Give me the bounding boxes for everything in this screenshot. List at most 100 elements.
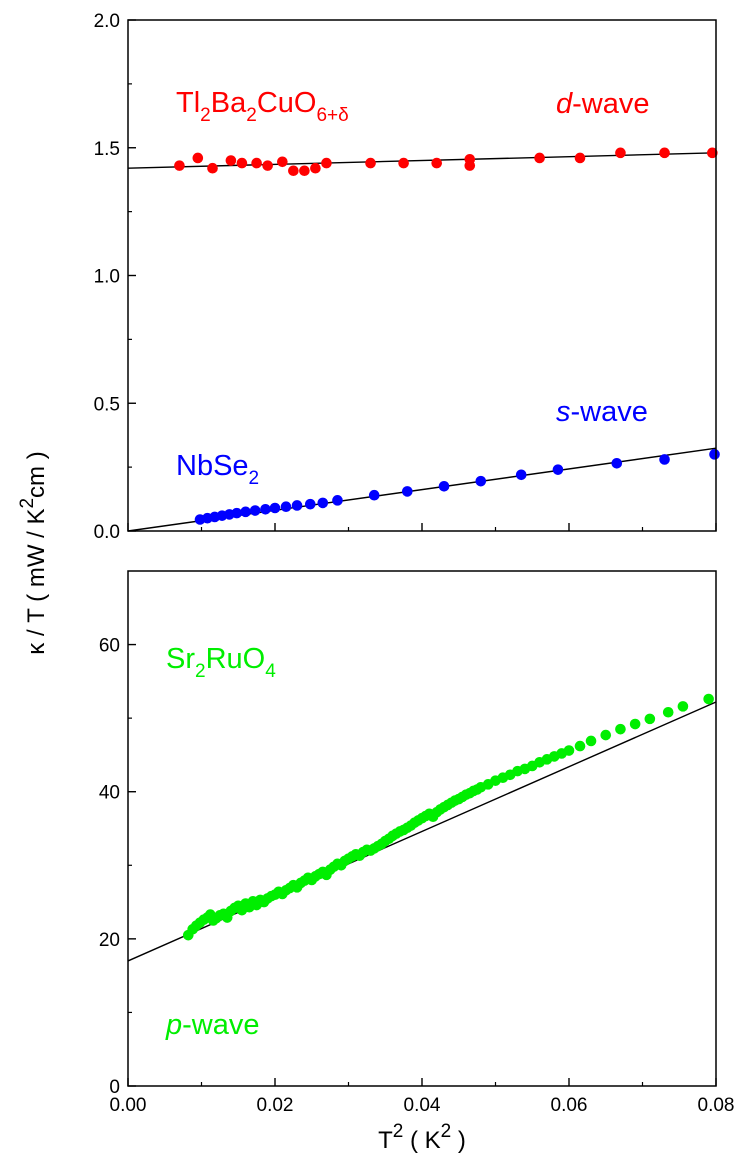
top-point-tl [207, 162, 218, 174]
bottom-point-sr [629, 718, 641, 730]
top-point-nb [249, 505, 261, 516]
sr-label: Sr2RuO4 [166, 643, 276, 682]
bottom-ticks: 0 20 40 60 0.00 0.02 0.04 0.06 0.08 [99, 636, 735, 1116]
top-ytick-label: 0.0 [94, 522, 120, 543]
top-point-nb [659, 454, 670, 465]
bottom-point-sr [703, 693, 714, 705]
x-tick-label: 0.02 [257, 1095, 294, 1116]
tl-mid2: CuO [257, 87, 317, 119]
top-ticks: 0.0 0.5 1.0 1.5 2.0 [94, 11, 717, 543]
top-point-tl [398, 157, 409, 169]
p-rest: -wave [182, 1009, 259, 1041]
s-italic: s [556, 396, 571, 428]
d-italic: d [556, 88, 573, 120]
top-point-tl [299, 165, 310, 177]
x-tick-label: 0.08 [698, 1095, 735, 1116]
top-point-nb [280, 501, 292, 513]
bottom-point-sr [677, 701, 689, 712]
top-point-tl [251, 157, 262, 169]
top-plot-area [127, 147, 720, 532]
bottom-panel: 0 20 40 60 0.00 0.02 0.04 0.06 0.08 Sr2RuO4 p-wa… [99, 570, 735, 1116]
top-point-tl [365, 157, 376, 169]
tl-sub3: 6+δ [316, 105, 348, 126]
bottom-point-sr [662, 706, 674, 718]
top-point-nb [402, 486, 413, 497]
x-tick-label: 0.06 [551, 1095, 588, 1116]
xlabel-end: ) [451, 1127, 466, 1154]
p-wave-label: p-wave [165, 1009, 260, 1041]
d-wave-label: d-wave [556, 88, 650, 120]
bottom-ytick-label: 0 [109, 1077, 120, 1098]
top-point-tl [615, 147, 626, 159]
top-point-nb [317, 497, 329, 509]
top-point-tl [574, 152, 586, 164]
top-point-nb [438, 480, 450, 492]
top-point-tl [225, 155, 237, 166]
bottom-ytick-label: 60 [99, 636, 120, 657]
top-point-nb [709, 449, 720, 460]
tl-mid: Ba [211, 87, 247, 119]
top-point-nb [332, 495, 343, 506]
bottom-point-sr [644, 713, 656, 725]
top-point-tl [277, 156, 288, 168]
top-ytick-label: 1.0 [94, 267, 120, 288]
sr-main: Sr [166, 643, 195, 675]
bottom-point-sr [615, 723, 626, 735]
top-panel: 0.00.51.01.52.0 Tl2Ba2CuO6+δ d-wave NbSe… [94, 11, 720, 543]
x-axis-title: T2 ( K2 ) [378, 1121, 466, 1154]
top-point-tl [534, 152, 545, 164]
top-point-nb [611, 457, 623, 469]
top-point-nb [240, 506, 251, 518]
sr-sub2: 4 [265, 661, 276, 682]
bottom-point-sr [600, 729, 612, 741]
nb-label: NbSe2 [176, 450, 259, 489]
top-point-tl [310, 162, 321, 174]
xlabel-rest: ( K [403, 1127, 440, 1154]
top-ytick-label: 1.5 [94, 139, 120, 160]
top-point-tl [236, 157, 248, 169]
top-ytick-label: 0.5 [94, 394, 120, 415]
bottom-point-sr [563, 745, 575, 756]
top-point-tl [659, 147, 670, 159]
top-point-tl [321, 157, 332, 169]
top-point-nb [260, 503, 271, 515]
sr-sub1: 2 [195, 661, 206, 682]
top-point-nb [291, 500, 303, 511]
bottom-point-sr [574, 740, 586, 752]
top-point-tl [464, 160, 476, 171]
sr-mid: RuO [206, 643, 266, 675]
ylabel-main: κ / T ( mW / K [23, 509, 50, 655]
top-point-tl [288, 165, 299, 177]
top-point-tl [192, 152, 204, 164]
top-data-points [174, 147, 720, 525]
top-point-tl [431, 157, 443, 169]
xlabel-main: T [378, 1127, 393, 1154]
xlabel-sup2: 2 [441, 1121, 452, 1142]
s-rest: -wave [571, 396, 648, 428]
tl-sub1: 2 [200, 105, 211, 126]
x-tick-label: 0.00 [110, 1095, 147, 1116]
top-point-nb [231, 507, 243, 519]
top-point-nb [269, 502, 281, 514]
x-tick-label: 0.04 [404, 1095, 441, 1116]
tl-main: Tl [176, 87, 200, 119]
y-axis-title: κ / T ( mW / K2cm ) [17, 451, 50, 654]
ylabel-end: cm ) [23, 451, 50, 498]
top-point-nb [475, 475, 487, 487]
nb-main: NbSe [176, 450, 249, 482]
top-point-tl [707, 147, 718, 159]
bottom-plot-area [127, 693, 717, 962]
bottom-ytick-label: 40 [99, 783, 120, 804]
bottom-point-sr [585, 735, 597, 747]
p-italic: p [165, 1009, 182, 1041]
bottom-ytick-label: 20 [99, 930, 120, 951]
tl-label: Tl2Ba2CuO6+δ [176, 87, 349, 126]
top-point-nb [368, 489, 380, 501]
bottom-data-points [182, 693, 714, 941]
top-point-nb [515, 469, 527, 481]
top-point-tl [262, 160, 273, 171]
xlabel-sup: 2 [393, 1121, 404, 1142]
top-point-nb [552, 464, 564, 475]
d-rest: -wave [572, 88, 649, 120]
